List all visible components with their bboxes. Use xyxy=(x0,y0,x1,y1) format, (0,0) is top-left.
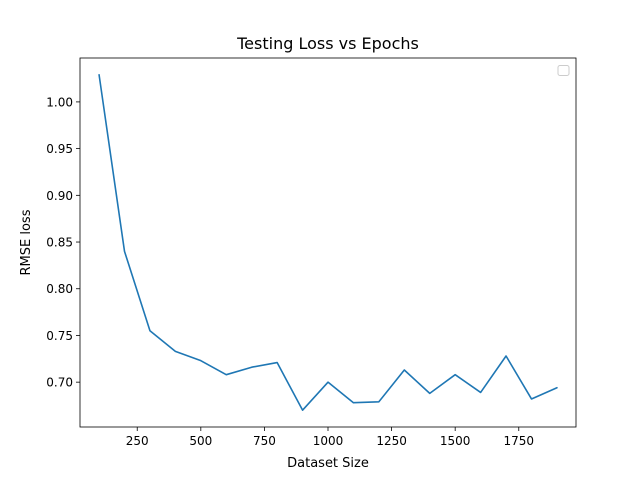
legend-box xyxy=(557,65,570,76)
y-tick-label: 0.95 xyxy=(46,142,73,156)
series-layer xyxy=(98,74,558,411)
y-tick-label: 0.75 xyxy=(46,329,73,343)
x-tick-label: 1500 xyxy=(440,434,471,448)
x-tick-label: 750 xyxy=(253,434,276,448)
x-axis-label: Dataset Size xyxy=(287,456,369,471)
y-tick-label: 1.00 xyxy=(46,95,73,109)
plot-frame xyxy=(79,57,577,428)
x-tick-label: 500 xyxy=(189,434,212,448)
x-tick-label: 1750 xyxy=(503,434,534,448)
y-tick-label: 0.90 xyxy=(46,189,73,203)
x-tick-label: 1250 xyxy=(376,434,407,448)
y-axis-ticks: 0.70 0.75 0.80 0.85 0.90 0.95 1.00 xyxy=(46,95,80,390)
x-tick-label: 1000 xyxy=(313,434,344,448)
y-tick-label: 0.70 xyxy=(46,376,73,390)
x-axis-ticks: 250 500 750 1000 1250 1500 1750 xyxy=(126,427,534,448)
series-line xyxy=(98,74,558,411)
y-tick-label: 0.85 xyxy=(46,236,73,250)
y-axis-label: RMSE loss xyxy=(19,209,34,275)
chart-title: Testing Loss vs Epochs xyxy=(236,34,419,53)
x-tick-label: 250 xyxy=(126,434,149,448)
y-tick-label: 0.80 xyxy=(46,282,73,296)
